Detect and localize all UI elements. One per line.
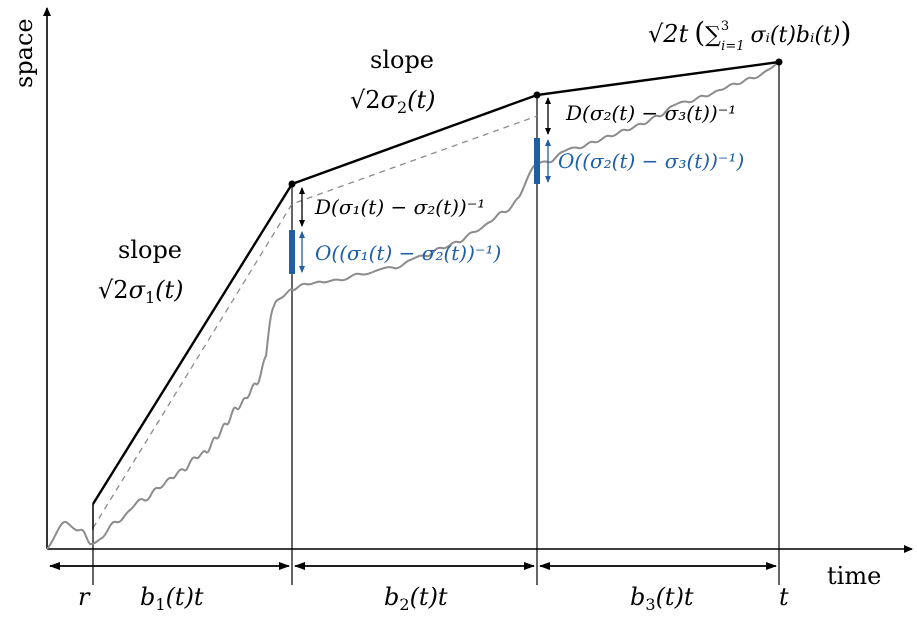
interval-b2-sub: 2 [399, 595, 409, 614]
y-axis-label: space [10, 18, 38, 88]
interval-b3-post: (t)t [656, 583, 694, 611]
endpoint-root: √2t [648, 20, 689, 48]
gap-o2-label: O((σ₂(t) − σ₃(t))⁻¹) [558, 149, 744, 173]
endpoint-paren-close: ) [840, 16, 851, 49]
gap-o1-label: O((σ₁(t) − σ₂(t))⁻¹) [315, 241, 501, 265]
dashed-mean-line [92, 115, 538, 529]
x-axis-label: time [827, 562, 881, 590]
endpoint-label: √2t (∑3 i=1 σᵢ(t)bᵢ(t)) [648, 16, 851, 54]
tick-label-r: r [78, 583, 91, 611]
slope-polyline [91, 60, 780, 505]
slope2-word: slope [370, 46, 434, 74]
interval-b3-pre: b [630, 583, 645, 611]
gap-d2-label: D(σ₂(t) − σ₃(t))⁻¹ [565, 101, 736, 125]
slope1-root: √2 [98, 276, 129, 304]
interval-label-b2: b2(t)t [384, 583, 448, 614]
endpoint-sub: i=1 [721, 39, 744, 54]
interval-label-b3: b3(t)t [630, 583, 694, 614]
interval-label-b1: b1(t)t [140, 583, 204, 614]
slope1-sigma: σ [129, 276, 146, 304]
interval-b1-post: (t)t [166, 583, 204, 611]
tick-label-t: t [779, 583, 789, 611]
endpoint-sum: ∑ [705, 23, 721, 48]
random-path [46, 61, 780, 550]
slope1-word: slope [118, 236, 182, 264]
endpoint-sup: 3 [721, 19, 729, 34]
kink-point-2 [533, 91, 541, 99]
interval-b1-pre: b [140, 583, 155, 611]
gap-o1-bar [289, 230, 295, 274]
interval-b3-sub: 3 [645, 595, 655, 614]
interval-b1-sub: 1 [155, 595, 165, 614]
kink-point-1 [288, 180, 296, 188]
slope2-sigma: σ [381, 86, 398, 114]
slope2-sub: 2 [397, 98, 407, 117]
endpoint-paren-open: ( [694, 16, 705, 49]
endpoint [775, 58, 783, 66]
slope1-tail: (t) [155, 276, 183, 304]
gap-d1-label: D(σ₁(t) − σ₂(t))⁻¹ [314, 195, 485, 219]
gap-o2-bar [534, 138, 540, 184]
endpoint-body: σᵢ(t)bᵢ(t) [750, 23, 840, 48]
slope1-expr: √2σ1(t) [98, 276, 184, 307]
slope2-root: √2 [350, 86, 381, 114]
slope2-expr: √2σ2(t) [350, 86, 436, 117]
slope2-tail: (t) [407, 86, 435, 114]
interval-b2-post: (t)t [410, 583, 448, 611]
slope1-sub: 1 [145, 288, 155, 307]
interval-b2-pre: b [384, 583, 399, 611]
